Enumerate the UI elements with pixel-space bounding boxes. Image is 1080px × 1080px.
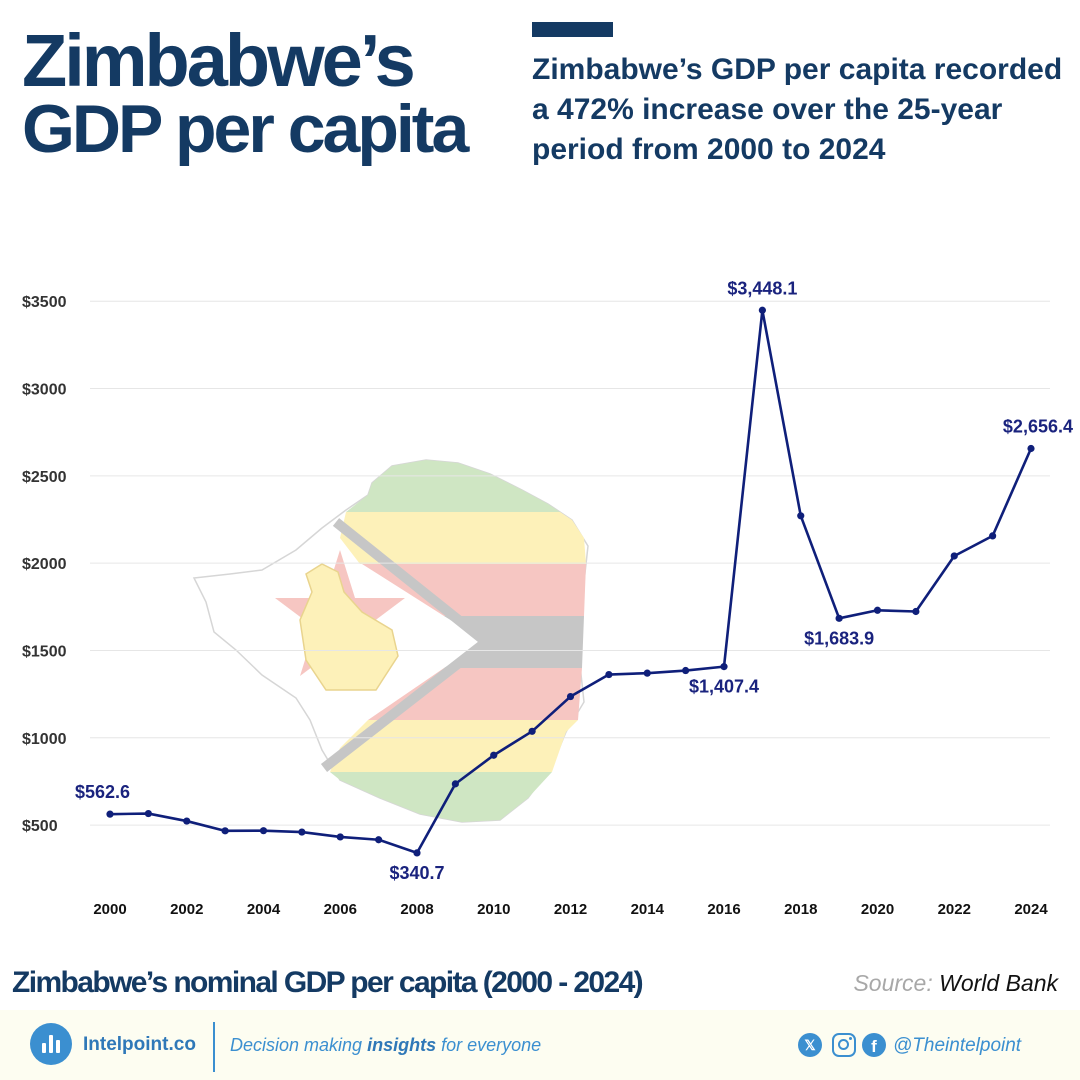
chart-caption: Zimbabwe’s nominal GDP per capita (2000 … [12,966,644,999]
title-line-2: GDP per capita [22,90,469,167]
data-point [259,827,268,835]
grid-lines [90,300,1050,826]
data-point [106,810,114,818]
data-point [643,669,651,677]
y-tick-label: $1500 [22,643,67,660]
x-tick-label: 2000 [93,901,126,918]
x-tick-label: 2014 [631,901,665,918]
source-label: Source: [853,970,933,996]
x-tick-label: 2024 [1014,901,1048,918]
data-point [490,751,498,759]
data-point [413,849,421,857]
tagline-post: for everyone [441,1035,542,1055]
y-tick-label: $2500 [22,469,67,486]
data-label: $1,407.4 [689,677,759,697]
data-label: $340.7 [389,863,444,883]
logo-bars-icon[interactable] [30,1023,72,1065]
data-point [183,817,191,825]
data-point [720,663,728,671]
data-point [566,692,575,701]
data-point [336,833,344,841]
data-labels: $562.6 $340.7 $1,407.4 $3,448.1 $1,683.9 $2,6… [75,278,1073,883]
headline-subtitle: Zimbabwe’s GDP per capita recorded a 472… [532,53,1063,166]
title-line-1: Zimbabwe’s [22,19,416,102]
data-point [873,606,882,614]
tagline-bold: insights [367,1035,437,1055]
x-icon[interactable]: 𝕏 [798,1033,822,1057]
x-tick-label: 2010 [477,901,510,918]
x-tick-label: 2006 [324,901,357,918]
x-tick-label: 2018 [784,901,817,918]
x-tick-label: 2004 [247,901,281,918]
instagram-icon[interactable] [832,1033,856,1057]
data-point [144,809,152,818]
x-tick-label: 2016 [707,901,740,918]
data-point [375,836,383,844]
y-tick-label: $3000 [22,382,67,399]
tagline-pre: Decision making [230,1035,363,1055]
data-points [106,306,1035,857]
x-tick-label: 2002 [170,901,203,918]
data-point [912,607,920,616]
brand-name[interactable]: Intelpoint.co [83,1034,196,1055]
zimbabwe-flag-map-watermark [192,459,589,823]
y-tick-label: $1000 [22,731,67,748]
data-point [835,614,843,622]
data-label: $562.6 [75,782,130,802]
x-tick-label: 2012 [554,901,587,918]
data-point [797,512,805,520]
data-point [605,670,613,679]
footer-divider [213,1022,215,1072]
x-tick-label: 2008 [400,901,433,918]
accent-bar [532,22,613,37]
data-point [528,727,536,735]
x-tick-label: 2022 [938,901,971,918]
tagline: Decision making insights for everyone [230,1035,541,1056]
x-tick-label: 2020 [861,901,894,918]
page-title: Zimbabwe’s GDP per capita [22,19,469,167]
source-value: World Bank [939,970,1058,996]
data-point [298,828,306,836]
data-point [221,827,229,835]
x-axis-ticks: 2000 2002 2004 2006 2008 2010 2012 2014 2016 2018… [93,901,1048,918]
data-label: $3,448.1 [727,278,797,298]
y-tick-label: $2000 [22,556,67,573]
data-label: $2,656.4 [1003,417,1073,437]
facebook-icon[interactable]: f [862,1033,886,1057]
data-label: $1,683.9 [804,628,874,648]
gdp-line-chart: $500$1000$1500$2000$2500$3000$3500 2000 2… [22,278,1073,918]
data-point [989,532,997,540]
data-point [451,780,459,788]
y-tick-label: $500 [22,818,58,835]
data-point [950,552,958,560]
data-point [682,666,690,675]
data-point [758,306,766,314]
source-credit: Source: World Bank [853,970,1058,997]
footer-bar: Intelpoint.co Decision making insights f… [0,1010,1080,1080]
social-handle[interactable]: @Theintelpoint [893,1035,1022,1056]
y-tick-label: $3500 [22,294,67,311]
y-axis-ticks: $500 $1000 $1500 $2000 $2500 $3000 $3500 [22,294,67,835]
data-point [1027,444,1035,453]
